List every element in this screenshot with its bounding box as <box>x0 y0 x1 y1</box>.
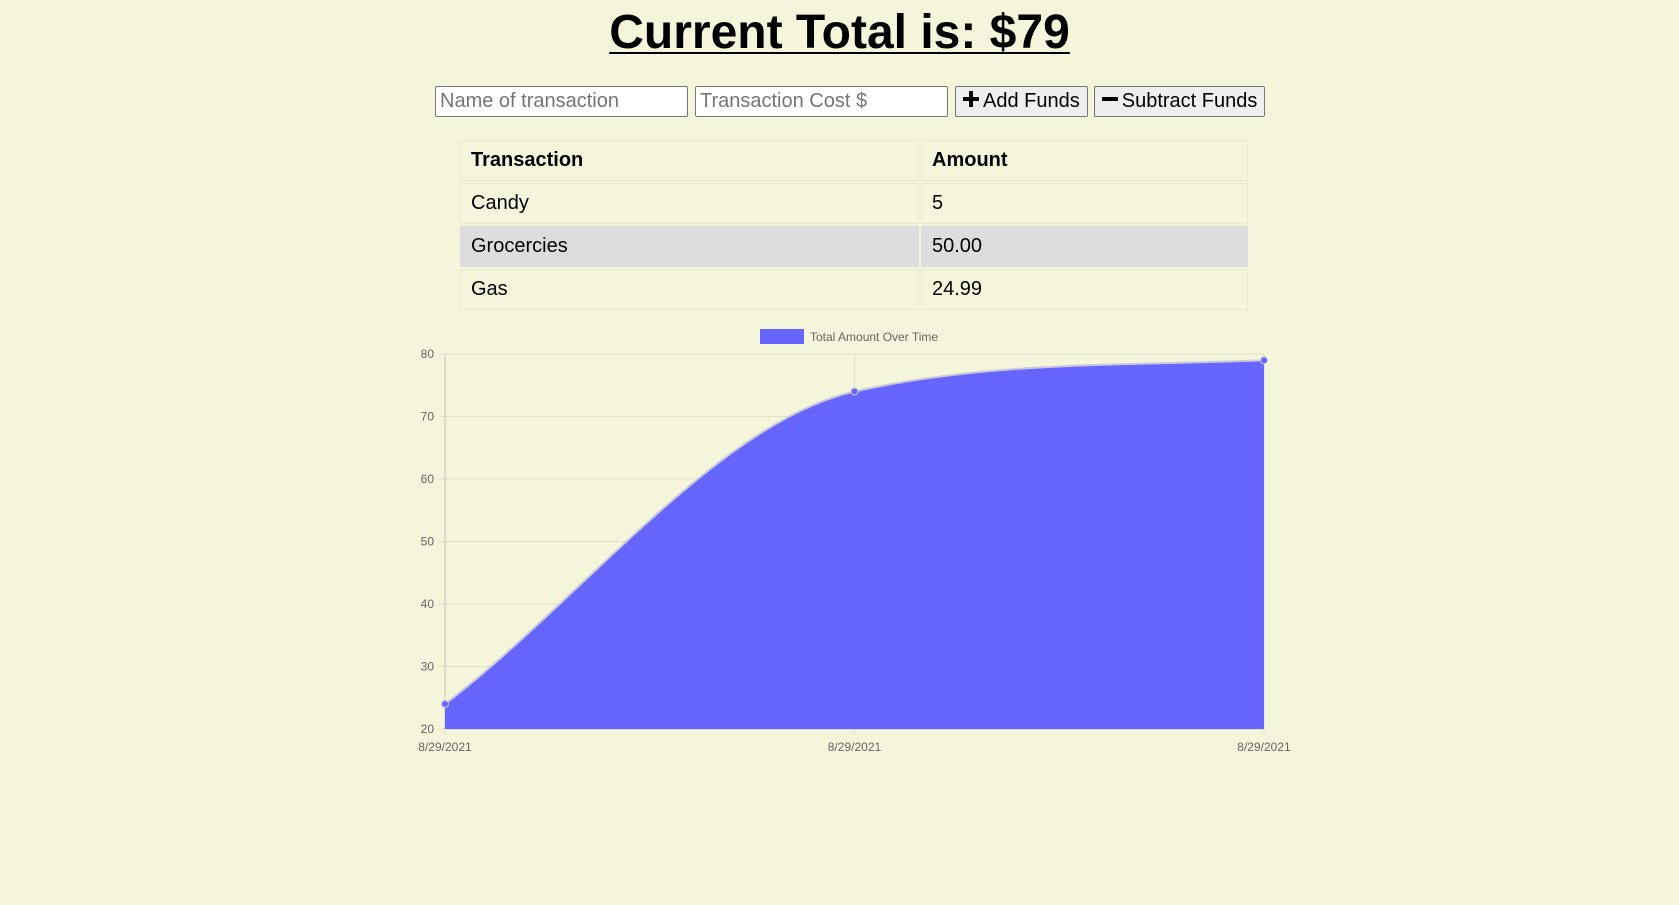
x-tick-label: 8/29/2021 <box>828 740 882 754</box>
data-point <box>442 701 449 708</box>
series-area <box>445 360 1264 729</box>
legend-swatch <box>760 329 804 344</box>
y-tick-label: 80 <box>421 347 435 361</box>
y-tick-label: 50 <box>421 535 435 549</box>
y-tick-label: 60 <box>421 472 435 486</box>
y-tick-label: 20 <box>421 722 435 736</box>
y-tick-label: 40 <box>421 597 435 611</box>
y-tick-label: 70 <box>421 410 435 424</box>
data-point <box>1261 357 1268 364</box>
data-point <box>851 388 858 395</box>
y-tick-label: 30 <box>421 660 435 674</box>
legend-label: Total Amount Over Time <box>810 330 938 344</box>
x-tick-label: 8/29/2021 <box>1237 740 1291 754</box>
x-tick-label: 8/29/2021 <box>418 740 472 754</box>
